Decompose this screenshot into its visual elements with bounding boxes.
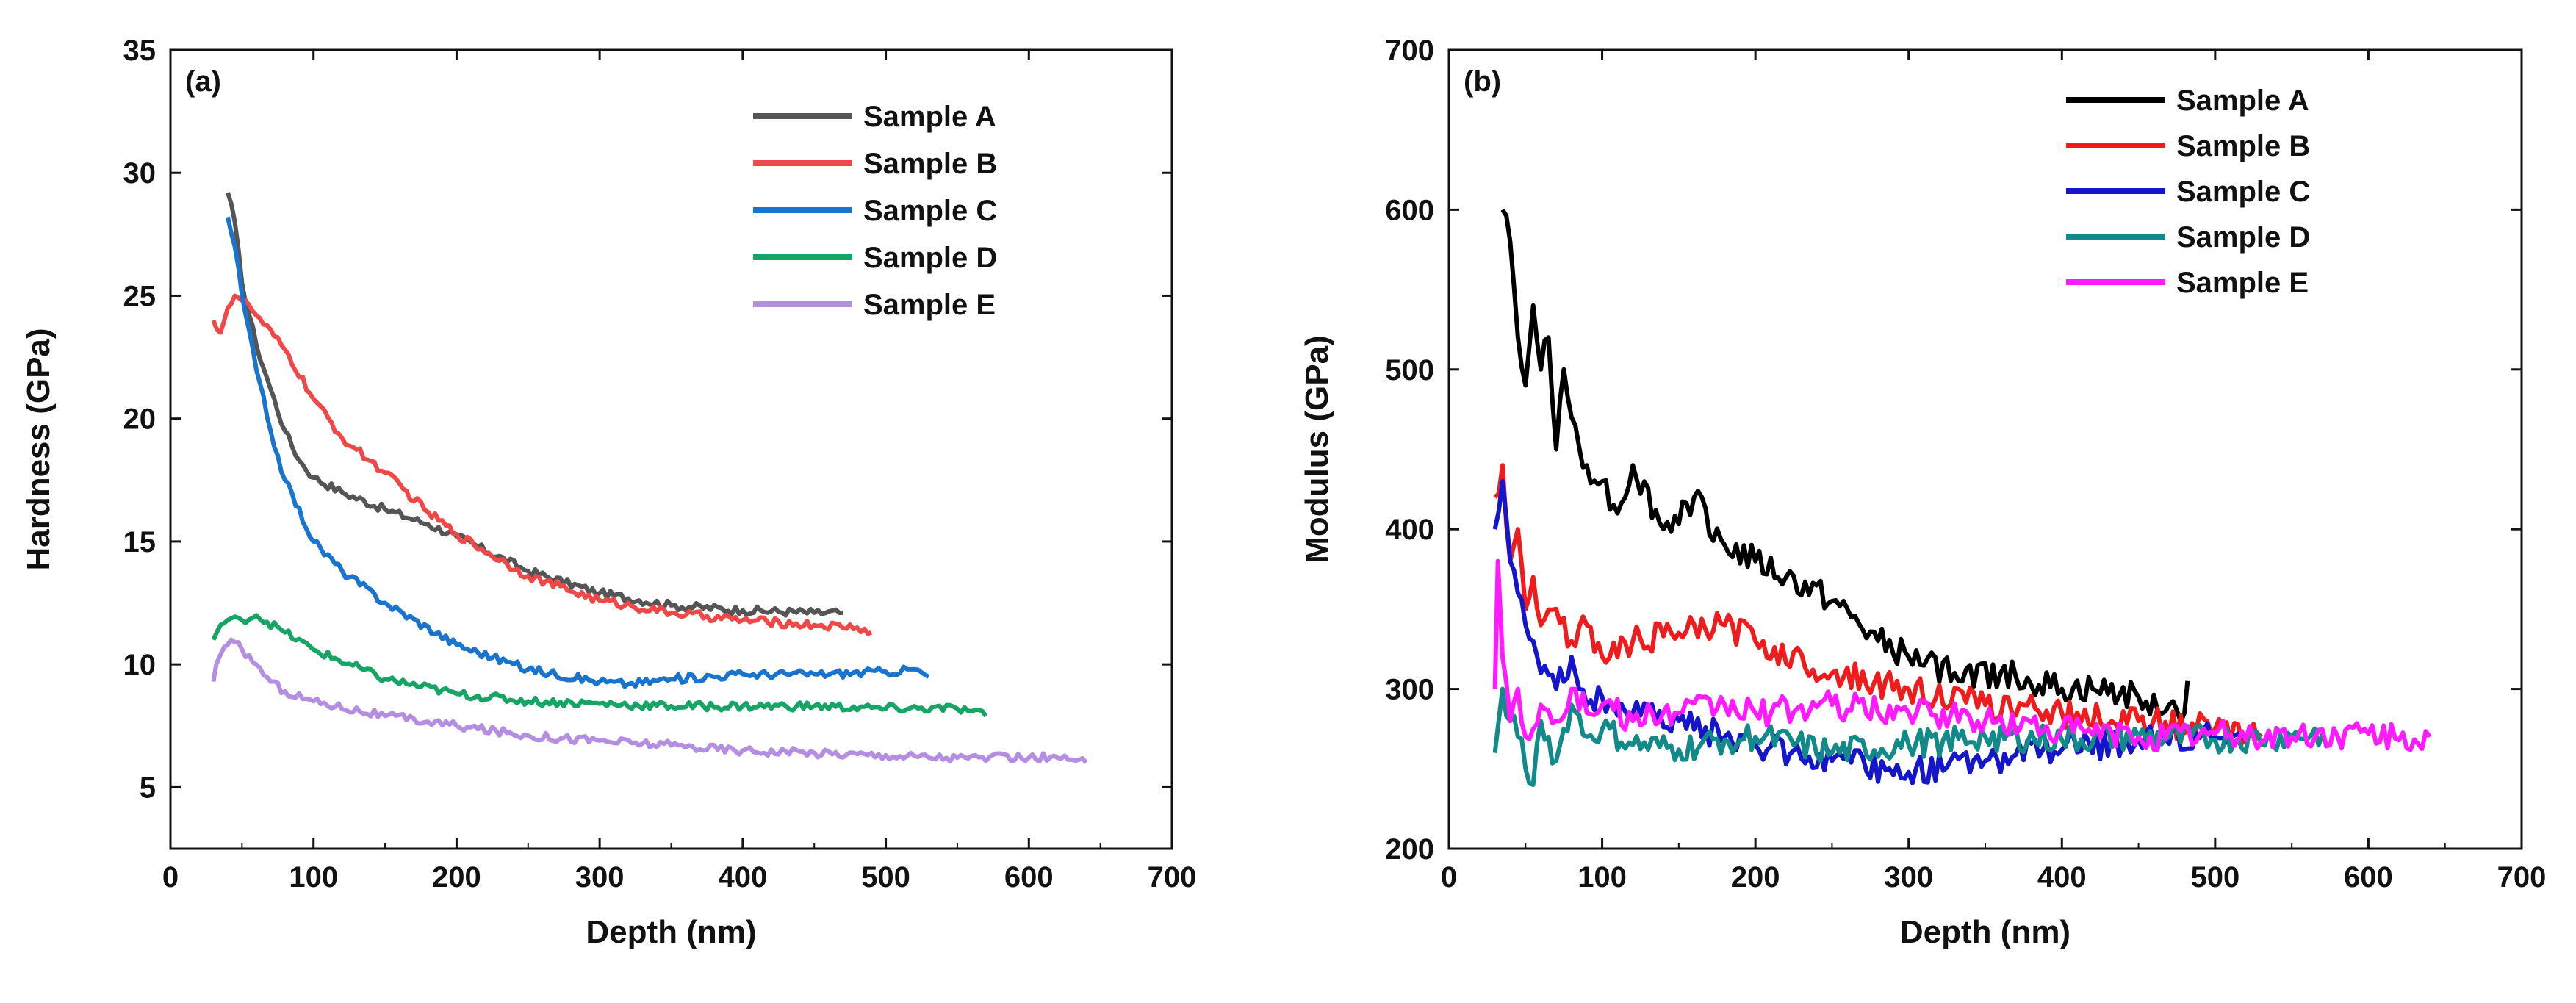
y-tick-label: 30: [123, 157, 156, 190]
series-line-sample-a: [226, 192, 843, 618]
series-line-sample-d: [211, 613, 988, 718]
x-tick-label: 100: [1577, 861, 1627, 894]
y-tick-label: 20: [123, 403, 156, 436]
legend-label: Sample E: [863, 289, 996, 321]
y-axis-title: Modulus (GPa): [1299, 335, 1335, 563]
legend-label: Sample E: [2176, 267, 2309, 299]
y-tick-label: 15: [123, 526, 156, 558]
chart-panel-hardness: 0 100 200 300 400 500 600 700 5 10 15 20 25 30 35 Depth…: [21, 35, 1196, 950]
y-tick-label: 300: [1385, 674, 1434, 706]
x-tick-label: 200: [1731, 861, 1780, 894]
y-axis-title: Hardness (GPa): [21, 328, 57, 570]
x-tick-label: 400: [718, 861, 767, 894]
x-tick-label: 700: [2497, 861, 2547, 894]
plot-frame: [169, 48, 1173, 850]
x-tick-label: 0: [162, 861, 179, 894]
panel-label: (b): [1464, 65, 1501, 98]
x-axis-title: Depth (nm): [586, 914, 756, 950]
x-tick-label: 500: [861, 861, 910, 894]
y-tick-label: 35: [123, 35, 156, 67]
legend-label: Sample D: [2176, 221, 2310, 254]
legend-label: Sample C: [2176, 176, 2310, 208]
legend-label: Sample B: [2176, 130, 2310, 162]
y-tick-label: 200: [1385, 833, 1434, 866]
y-tick-label: 600: [1385, 194, 1434, 226]
series-line-sample-c: [225, 216, 930, 689]
x-tick-label: 300: [575, 861, 625, 894]
series-line-sample-e: [211, 637, 1088, 764]
series-line-sample-a: [1500, 208, 2190, 725]
series-line-sample-e: [1492, 558, 2432, 752]
panel-label: (a): [185, 65, 221, 98]
x-tick-label: 300: [1884, 861, 1933, 894]
series-line-sample-b: [1493, 463, 2263, 746]
x-tick-label: 600: [2344, 861, 2393, 894]
x-tick-label: 700: [1148, 861, 1197, 894]
y-tick-label: 5: [140, 772, 156, 804]
y-tick-label: 700: [1385, 35, 1434, 67]
x-tick-label: 600: [1004, 861, 1054, 894]
x-tick-label: 200: [432, 861, 481, 894]
x-tick-label: 400: [2037, 861, 2087, 894]
chart-panel-modulus: 0 100 200 300 400 500 600 700 200 300 400 500 600 700…: [1299, 35, 2546, 950]
series-line-sample-b: [211, 293, 873, 636]
legend-label: Sample B: [863, 148, 997, 180]
x-tick-label: 0: [1441, 861, 1457, 894]
legend-label: Sample D: [863, 242, 997, 274]
x-tick-label: 100: [289, 861, 338, 894]
legend-label: Sample A: [2176, 85, 2309, 117]
x-axis-title: Depth (nm): [1900, 914, 2070, 950]
y-tick-label: 500: [1385, 354, 1434, 387]
legend-label: Sample A: [863, 101, 996, 133]
y-tick-label: 400: [1385, 514, 1434, 546]
x-tick-label: 500: [2190, 861, 2239, 894]
y-tick-label: 25: [123, 280, 156, 312]
legend-label: Sample C: [863, 195, 997, 227]
y-tick-label: 10: [123, 649, 156, 681]
